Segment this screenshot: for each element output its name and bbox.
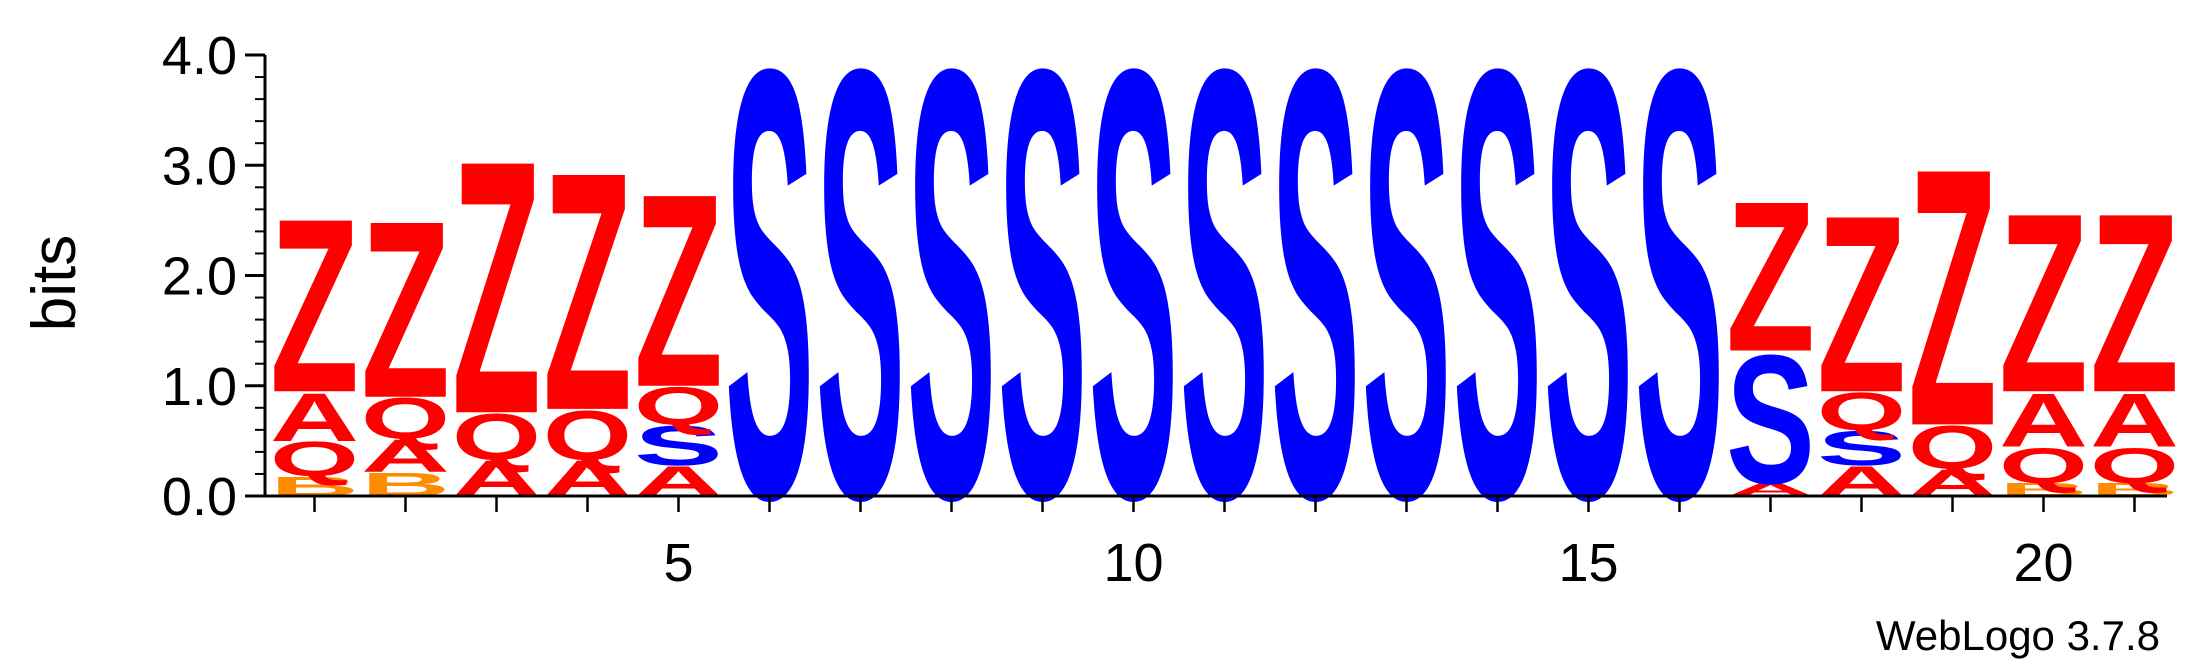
logo-letter-Z: Z [1726, 156, 1815, 396]
logo-column-7: S [816, 0, 905, 626]
logo-letter-Z: Z [361, 168, 450, 451]
logo-letter-S: S [725, 0, 814, 626]
logo-letter-S: S [1635, 0, 1724, 626]
logo-column-15: S [1544, 0, 1633, 626]
x-axis-ticks: 5 10 15 20 [313, 496, 2136, 593]
logo-letter-S: S [1453, 0, 1542, 626]
logo-letter-S: S [998, 0, 1087, 626]
logo-letter-Q: Q [2090, 437, 2179, 494]
y-tick-label: 0.0 [162, 467, 237, 527]
logo-column-6: S [725, 0, 814, 626]
logo-column-17: ASZ [1726, 156, 1815, 523]
logo-column-4: AQZ [543, 102, 632, 507]
logo-letter-Z: Z [1908, 93, 1997, 503]
logo-letter-Q: Q [361, 387, 450, 452]
logo-column-13: S [1362, 0, 1451, 626]
logo-letter-Q: Q [634, 376, 723, 436]
logo-letter-S: S [1544, 0, 1633, 626]
logo-letter-S: S [1362, 0, 1451, 626]
logo-letter-A: A [2090, 377, 2179, 463]
logo-letter-Z: Z [270, 168, 359, 445]
logo-column-12: S [1271, 0, 1360, 626]
logo-letter-Q: Q [1817, 381, 1906, 441]
logo-letter-Q: Q [543, 397, 632, 476]
logo-letter-S: S [1817, 421, 1906, 476]
y-tick-label: 4.0 [162, 26, 237, 86]
logo-letter-A: A [270, 379, 359, 456]
chart-axes: 0.0 1.0 2.0 3.0 4.0 5 10 15 20 [162, 26, 2167, 593]
logo-column-19: AQZ [1908, 93, 1997, 504]
logo-column-10: S [1089, 0, 1178, 626]
logo-letter-A: A [361, 430, 450, 481]
x-tick-label: 20 [2013, 533, 2073, 593]
logo-letter-S: S [1271, 0, 1360, 626]
logo-letter-Q: Q [270, 432, 359, 487]
logo-letter-Z: Z [2090, 161, 2179, 446]
y-tick-label: 2.0 [162, 247, 237, 307]
y-axis-ticks: 0.0 1.0 2.0 3.0 4.0 [162, 26, 265, 527]
y-tick-label: 3.0 [162, 136, 237, 196]
logo-letter-S: S [816, 0, 905, 626]
logo-letter-S: S [1180, 0, 1269, 626]
logo-letter-S: S [907, 0, 996, 626]
logo-letter-S: S [1089, 0, 1178, 626]
x-tick-label: 10 [1103, 533, 1163, 593]
weblogo-credit: WebLogo 3.7.8 [1876, 612, 2160, 659]
x-tick-label: 15 [1558, 533, 1618, 593]
y-tick-label: 1.0 [162, 357, 237, 417]
logo-letter-Z: Z [452, 87, 541, 490]
logo-letter-Z: Z [1817, 162, 1906, 445]
logo-letter-A: A [1999, 377, 2088, 463]
logo-column-11: S [1180, 0, 1269, 626]
y-axis-label: bits [20, 235, 89, 331]
x-tick-label: 5 [663, 533, 693, 593]
logo-letter-Q: Q [1999, 437, 2088, 494]
logo-letter-S: S [634, 414, 723, 478]
logo-letter-Z: Z [543, 102, 632, 482]
logo-letter-S: S [1726, 318, 1815, 523]
logo-column-14: S [1453, 0, 1542, 626]
logo-column-8: S [907, 0, 996, 626]
logo-letter-Q: Q [1908, 414, 1997, 482]
logo-column-3: AQZ [452, 87, 541, 507]
logo-column-9: S [998, 0, 1087, 626]
logo-letter-Q: Q [452, 400, 541, 473]
logo-column-16: S [1635, 0, 1724, 626]
logo-letter-Z: Z [1999, 161, 2088, 446]
logo-letter-Z: Z [634, 136, 723, 445]
